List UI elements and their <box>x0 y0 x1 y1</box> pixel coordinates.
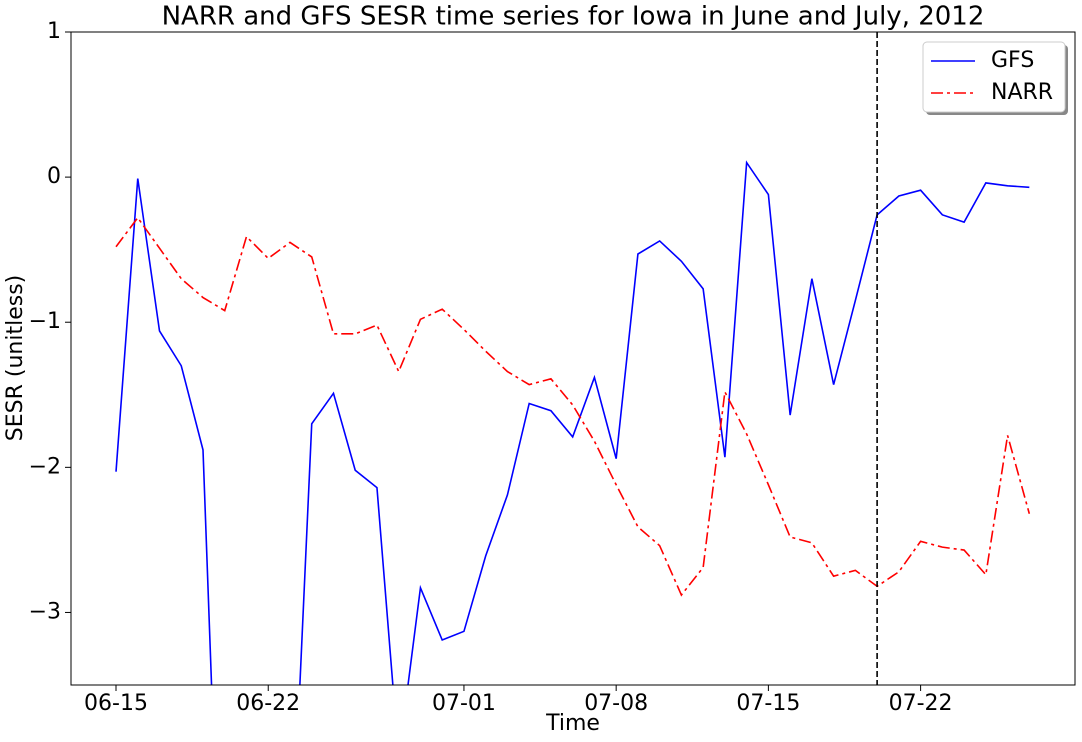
x-tick-label: 06-22 <box>236 691 300 716</box>
plot-area <box>115 32 1031 685</box>
series-line <box>115 216 1031 597</box>
chart-title: NARR and GFS SESR time series for Iowa i… <box>162 2 985 32</box>
y-tick-label: −3 <box>29 599 61 624</box>
x-axis-label: Time <box>545 711 600 736</box>
y-tick-label: −1 <box>29 309 61 334</box>
x-tick-label: 07-22 <box>889 691 953 716</box>
x-tick-label: 06-15 <box>84 691 148 716</box>
legend-label: GFS <box>991 48 1034 73</box>
y-axis-label: SESR (unitless) <box>3 275 28 441</box>
y-tick-label: 1 <box>47 19 61 44</box>
y-tick-label: −2 <box>29 454 61 479</box>
x-tick-label: 07-08 <box>584 691 648 716</box>
y-tick-label: 0 <box>47 164 61 189</box>
plot-frame <box>70 31 1076 686</box>
legend-box <box>922 41 1066 113</box>
x-tick-label: 07-01 <box>432 691 496 716</box>
legend-label: NARR <box>991 80 1053 105</box>
x-tick-label: 07-15 <box>736 691 800 716</box>
series-line <box>115 160 1030 685</box>
